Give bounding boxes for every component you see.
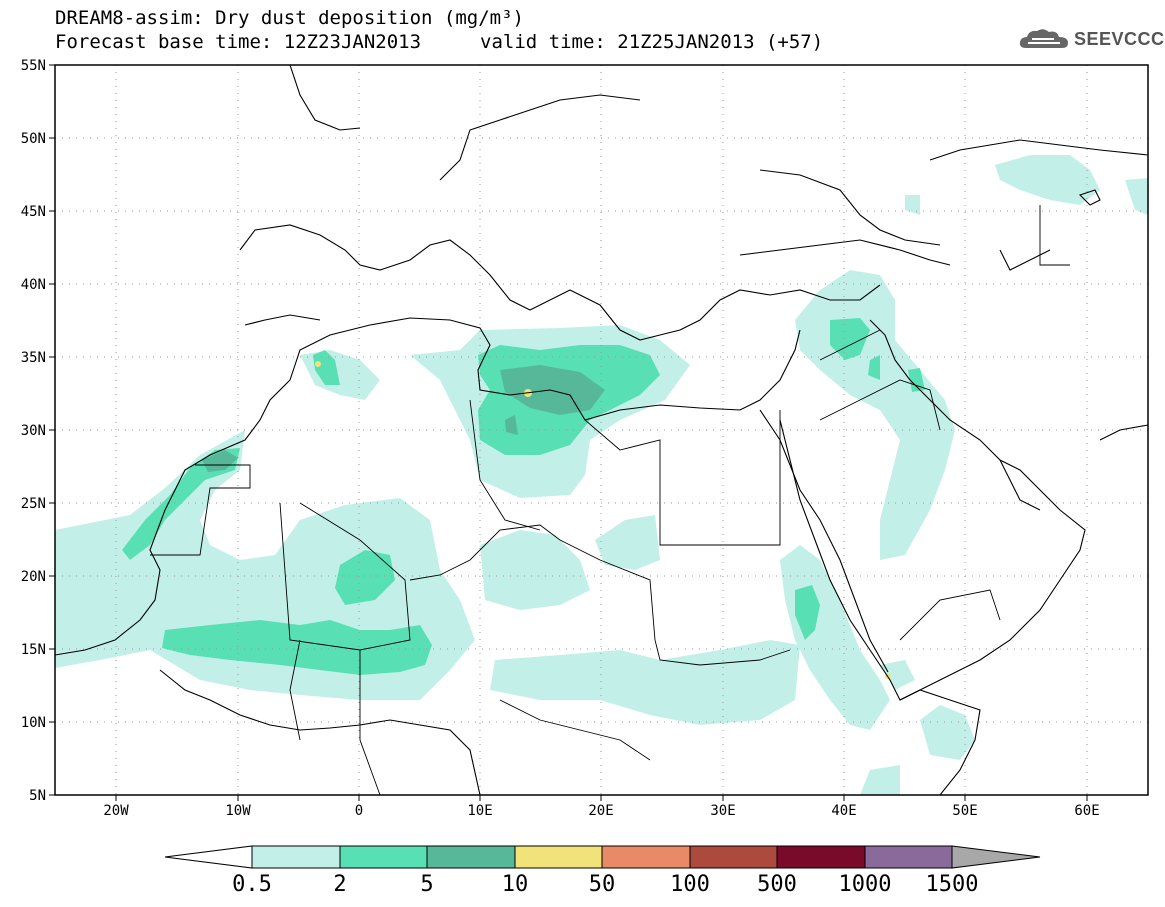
lon-label: 40E xyxy=(831,803,856,819)
lat-label: 15N xyxy=(21,642,46,658)
legend-arrow-low xyxy=(164,845,253,869)
deposition-5-10 xyxy=(202,365,605,472)
legend-arrow-high xyxy=(951,845,1041,869)
longitude-labels: 20W 10W 0 10E 20E 30E 40E 50E 60E xyxy=(103,803,1099,819)
legend-label: 0.5 xyxy=(232,872,272,897)
legend-label: 5 xyxy=(420,872,433,897)
map-title: DREAM8-assim: Dry dust deposition (mg/m³… xyxy=(55,7,524,29)
legend-swatch xyxy=(514,845,603,869)
cloud-logo-icon xyxy=(1019,29,1068,48)
lat-label: 45N xyxy=(21,204,46,220)
lon-label: 60E xyxy=(1074,803,1099,819)
lon-label: 50E xyxy=(952,803,977,819)
legend-label: 500 xyxy=(757,872,797,897)
base-time-label: Forecast base time: 12Z23JAN2013 xyxy=(55,31,422,53)
legend-swatch xyxy=(426,845,516,869)
lat-label: 55N xyxy=(21,58,46,74)
legend-label: 100 xyxy=(670,872,710,897)
lon-label: 20W xyxy=(103,803,129,819)
coastlines xyxy=(55,65,1148,795)
seevccc-logo: SEEVCCC xyxy=(1018,26,1165,52)
axis-ticks xyxy=(49,64,1088,801)
legend-label: 50 xyxy=(589,872,616,897)
lon-label: 20E xyxy=(588,803,613,819)
lat-label: 5N xyxy=(29,788,46,804)
legend-swatch xyxy=(601,845,691,869)
lon-label: 30E xyxy=(710,803,735,819)
country-borders xyxy=(150,205,1070,795)
lat-label: 10N xyxy=(21,715,46,731)
color-legend xyxy=(164,845,1041,869)
legend-label: 1000 xyxy=(839,872,892,897)
lat-label: 20N xyxy=(21,569,46,585)
legend-swatch xyxy=(864,845,953,869)
logo-text: SEEVCCC xyxy=(1074,28,1165,49)
lat-label: 50N xyxy=(21,131,46,147)
lon-label: 10W xyxy=(225,803,251,819)
lon-label: 0 xyxy=(355,803,363,819)
lat-label: 35N xyxy=(21,350,46,366)
lat-label: 30N xyxy=(21,423,46,439)
valid-time-label: valid time: 21Z25JAN2013 (+57) xyxy=(480,31,824,53)
legend-swatch xyxy=(339,845,428,869)
legend-labels: 0.5 2 5 10 50 100 500 1000 1500 xyxy=(232,872,978,897)
legend-swatch xyxy=(776,845,866,869)
legend-swatch xyxy=(689,845,778,869)
lon-label: 10E xyxy=(467,803,492,819)
forecast-times: Forecast base time: 12Z23JAN2013 valid ti… xyxy=(55,31,823,53)
lat-label: 40N xyxy=(21,277,46,293)
legend-swatch xyxy=(251,845,341,869)
latitude-labels: 5N 10N 15N 20N 25N 30N 35N 40N 45N 50N 5… xyxy=(21,58,46,804)
legend-label: 1500 xyxy=(926,872,979,897)
legend-label: 10 xyxy=(502,872,529,897)
legend-label: 2 xyxy=(333,872,346,897)
dust-fields xyxy=(55,155,1148,795)
lat-label: 25N xyxy=(21,496,46,512)
